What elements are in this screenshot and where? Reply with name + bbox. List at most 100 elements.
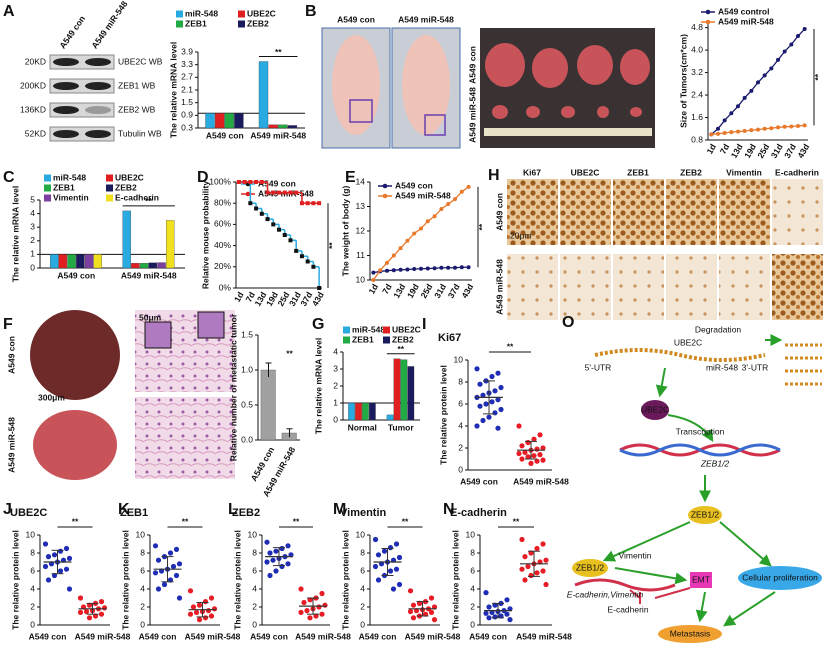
y-tick-label: 10 [466,529,476,539]
annotation: ** [813,73,823,80]
legend-marker [245,191,251,197]
chart-title: E-cadherin [450,507,507,519]
marker [282,190,287,195]
y-axis-label: Relative number of metastatic tumor [228,313,238,461]
point [42,563,49,570]
y-tick-label: 10 [356,529,366,539]
y-tick-label: 2 [360,601,365,611]
y-tick-label: 8 [470,547,475,557]
bar [362,402,369,421]
legend-swatch [106,194,113,202]
pathway-label: Degradation [695,324,742,334]
y-tick-label: 0 [30,619,35,629]
marker [439,265,444,270]
legend-swatch [106,184,113,192]
y-tick-label: 10 [136,529,146,539]
marker [398,267,403,272]
bar [260,369,276,441]
point [202,615,209,621]
marker [796,34,800,39]
y-tick-label: 6 [360,565,365,575]
blot-label: ZEB1 WB [118,80,156,90]
marker [446,202,451,207]
point [480,392,486,398]
bar [386,414,394,421]
annotation: ** [402,516,409,526]
bar [369,402,376,421]
point [534,570,540,576]
bar [84,254,94,269]
marker [271,190,276,195]
ihc-tile [560,179,611,245]
marker [802,123,807,128]
marker [305,259,310,264]
x-tick-label: 37d [446,282,462,300]
stain-label: ZEB2 [680,167,702,177]
marker [299,201,304,206]
x-tick-label: 7d [243,290,257,304]
point [273,568,279,574]
marker [294,248,299,253]
y-tick-label: 0 [360,619,365,629]
legend-label: ZEB2 [115,182,137,192]
y-tick-label: 0 [30,262,35,272]
legend-marker [705,9,711,15]
point [428,609,435,616]
point [504,611,510,617]
marker [305,201,310,206]
bar [165,220,175,269]
point [77,609,84,616]
marker [391,253,396,258]
x-tick-label: A549 con [460,476,498,486]
panel-label: M [333,501,346,518]
y-tick-label: 8 [360,547,365,557]
point [534,446,540,452]
photo-label: A549 con [337,14,375,24]
photo-label: A549 miR-548 [398,14,454,24]
marker [311,264,316,269]
legend-label: E-cadherin [115,192,159,202]
panel-label: H [488,167,500,184]
y-tick-label: 14 [356,176,366,186]
marker [756,80,760,85]
y-tick-label: 2 [30,235,35,245]
point [267,550,273,556]
y-tick-label: 0 [252,619,257,629]
legend-swatch [383,336,390,344]
legend-swatch [44,174,51,182]
marker [419,266,423,271]
y-tick-label: 2 [470,601,475,611]
marker [709,132,714,137]
bar [58,254,68,269]
bar [131,263,140,269]
marker [762,73,767,78]
marker [742,95,747,100]
marker [259,211,264,216]
y-tick-label: 60% [214,219,231,229]
blot-band [53,130,79,138]
ihc-tile [507,179,558,245]
bar [348,402,355,421]
marker [288,190,293,195]
x-tick-label: A549 miR-548 [513,476,569,486]
y-tick-label: 2.7 [181,72,193,82]
point [298,609,304,616]
marker [271,222,276,227]
chart-title: ZEB1 [120,507,148,519]
blot-label: UBE2C WB [118,56,163,66]
point [161,581,168,588]
marker [299,254,304,259]
point [98,611,105,617]
panel-label: O [562,314,574,331]
marker [769,126,774,131]
marker [412,266,417,271]
marker [756,127,760,132]
point [534,545,540,552]
point [498,384,504,391]
bar [205,113,215,129]
marker [248,201,253,206]
annotation: ** [397,344,404,354]
point [86,615,93,621]
y-tick-label: 8 [458,376,463,386]
